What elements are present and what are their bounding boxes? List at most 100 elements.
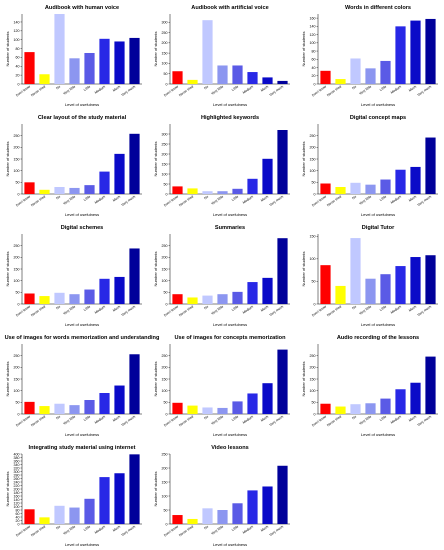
bar-1 [335, 79, 346, 84]
x-tick-label: Very much [121, 414, 137, 427]
x-axis-label: Level of usefulness [213, 212, 247, 217]
bar-7 [425, 137, 436, 194]
y-tick-label: 20 [16, 519, 20, 523]
bar-7 [277, 80, 288, 84]
bar-5 [247, 282, 258, 304]
bar-6 [262, 77, 273, 84]
bar-5 [395, 266, 406, 304]
y-tick-label: 260 [14, 477, 20, 481]
x-tick-label: Very little [211, 304, 225, 315]
y-tick-label: 300 [14, 470, 20, 474]
bar-1 [187, 518, 198, 524]
y-tick-label: 250 [310, 354, 316, 358]
bar-4 [380, 60, 391, 84]
y-tick-label: 0 [166, 412, 168, 416]
x-tick-label: Medium [242, 84, 254, 94]
bar-0 [172, 402, 183, 414]
x-tick-label: Very much [269, 194, 285, 207]
y-tick-label: 60 [16, 56, 20, 60]
y-tick-label: 100 [162, 62, 168, 66]
y-tick-label: 340 [14, 463, 20, 467]
bar-4 [84, 289, 95, 304]
bar-6 [410, 20, 421, 85]
x-tick-label: Never tried [30, 414, 46, 427]
y-tick-label: 100 [14, 169, 20, 173]
x-tick-label: Little [231, 414, 239, 421]
x-axis-label: Level of usefulness [65, 102, 99, 107]
x-tick-label: Little [83, 304, 91, 311]
chart-panel: Summaries 0 50 100 150 200 250 Number of studen… [153, 225, 290, 327]
chart-title: Clear layout of the study material [38, 115, 127, 121]
x-tick-label: Much [112, 414, 121, 422]
y-tick-label: 0 [18, 412, 20, 416]
x-tick-label: Never tried [178, 304, 194, 317]
x-tick-label: Never tried [178, 524, 194, 537]
y-tick-label: 50 [312, 401, 316, 405]
y-tick-label: 50 [16, 291, 20, 295]
bar-1 [335, 187, 346, 194]
x-tick-label: No [203, 84, 209, 90]
y-tick-label: 250 [162, 452, 168, 456]
chart-panel: Audibook with human voice 0 20 40 60 80 100 120… [5, 5, 142, 107]
x-tick-label: Much [408, 84, 417, 92]
y-tick-label: 100 [310, 257, 316, 261]
x-tick-label: Little [231, 524, 239, 531]
y-tick-label: 100 [310, 389, 316, 393]
y-tick-label: 100 [162, 172, 168, 176]
x-tick-label: Little [83, 524, 91, 531]
bar-2 [350, 182, 361, 194]
bar-1 [335, 285, 346, 304]
y-tick-label: 80 [16, 47, 20, 51]
y-tick-label: 50 [312, 181, 316, 185]
x-tick-label: No [351, 84, 357, 90]
chart-title: Integrating study material using interne… [29, 445, 136, 451]
x-tick-label: Very little [63, 84, 77, 95]
x-tick-label: No [55, 524, 61, 530]
bar-3 [69, 58, 80, 84]
x-axis-label: Level of usefulness [361, 432, 395, 437]
bar-7 [129, 354, 140, 414]
bar-4 [380, 274, 391, 304]
x-tick-label: Much [112, 194, 121, 202]
chart-title: Use of images for words memorization and… [5, 335, 160, 341]
y-axis-label: Number of students [5, 362, 10, 397]
bar-4 [84, 52, 95, 84]
y-tick-label: 180 [14, 491, 20, 495]
chart-panel: Clear layout of the study material 0 50 100… [5, 115, 142, 217]
y-tick-label: 40 [312, 66, 316, 70]
y-axis-label: Number of students [301, 32, 306, 67]
y-axis-label: Number of students [301, 142, 306, 177]
x-tick-label: Very little [63, 304, 77, 315]
x-tick-label: Never tried [326, 414, 342, 427]
x-tick-label: Very little [359, 304, 373, 315]
y-axis-label: Number of students [301, 362, 306, 397]
x-axis-label: Level of usefulness [213, 322, 247, 327]
x-tick-label: No [351, 194, 357, 200]
y-tick-label: 250 [162, 31, 168, 35]
x-tick-label: Very much [121, 524, 137, 537]
x-tick-label: Medium [94, 524, 106, 534]
y-tick-label: 50 [312, 280, 316, 284]
bar-4 [232, 401, 243, 414]
y-tick-label: 120 [14, 29, 20, 33]
y-tick-label: 60 [16, 512, 20, 516]
bar-1 [39, 74, 50, 84]
chart-panel: Audio recording of the lessons 0 50 100 150 2… [301, 335, 438, 437]
x-tick-label: Medium [242, 304, 254, 314]
y-tick-label: 0 [314, 192, 316, 196]
y-tick-label: 120 [310, 33, 316, 37]
x-tick-label: Very little [211, 524, 225, 535]
bar-1 [187, 297, 198, 304]
x-tick-label: Very much [121, 194, 137, 207]
x-tick-label: Medium [94, 194, 106, 204]
bar-0 [24, 182, 35, 194]
bar-4 [84, 498, 95, 524]
x-tick-label: Very little [211, 194, 225, 205]
bar-0 [320, 183, 331, 194]
bar-3 [365, 184, 376, 194]
bar-7 [425, 356, 436, 414]
bar-3 [365, 278, 376, 304]
y-tick-label: 0 [166, 82, 168, 86]
y-axis-label: Number of students [5, 142, 10, 177]
bar-7 [129, 454, 140, 524]
